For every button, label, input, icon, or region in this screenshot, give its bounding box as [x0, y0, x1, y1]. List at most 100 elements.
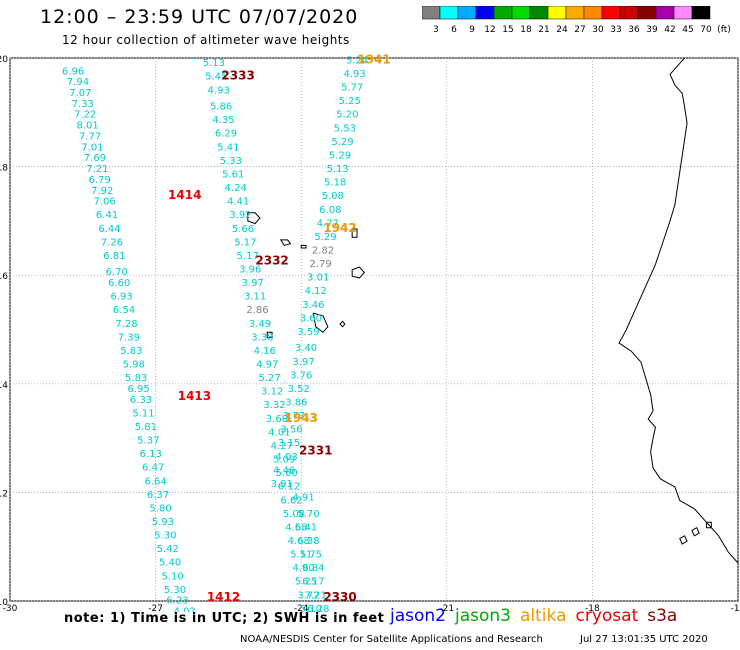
map-title: 12:00 – 23:59 UTC 07/07/2020 — [40, 6, 359, 28]
swh-value: 6.64 — [144, 476, 166, 487]
swh-value: 7.26 — [101, 237, 123, 248]
latitude-tick-label: 20 — [0, 55, 8, 65]
swh-value: 4.27 — [271, 441, 293, 452]
legend-entry-s3a: s3a — [647, 606, 678, 626]
orbit-number: 1943 — [284, 411, 317, 425]
swh-colorbar: 3 6 9 12 15 18 21 24 27 30 33 36 39 42 45 70 (ft) — [422, 6, 731, 35]
swh-value: 7.07 — [69, 88, 91, 99]
island-outline — [339, 320, 346, 328]
swh-value: 5.11 — [290, 550, 312, 561]
swh-value: 3.11 — [244, 292, 266, 303]
swh-value: 6.13 — [140, 449, 162, 460]
swh-value: 6.12 — [278, 482, 300, 493]
swh-value: 4.77 — [317, 218, 339, 229]
swh-value: 6.23 — [166, 596, 188, 607]
swh-value: 3.60 — [300, 313, 322, 324]
wave-height-map: 101214161820-30-27-24-21-18-156.967.947.… — [0, 52, 740, 612]
swh-value: 3.38 — [251, 332, 273, 343]
swh-value: 3.91 — [271, 479, 293, 490]
swh-value: 4.41 — [227, 197, 249, 208]
swh-value: 3.97 — [292, 357, 314, 368]
colorbar-label: 24 — [556, 25, 568, 35]
colorbar-label: 39 — [646, 25, 658, 35]
swh-value: 3.32 — [263, 400, 285, 411]
swh-value: 5.08 — [322, 191, 344, 202]
swh-value: 3.40 — [295, 343, 317, 354]
swh-value: 4.93 — [343, 69, 365, 80]
swh-value: 4.68 — [285, 522, 307, 533]
swh-value: 6.41 — [96, 210, 118, 221]
swh-value: 5.37 — [137, 436, 159, 447]
island-outline — [679, 535, 688, 545]
longitude-tick-label: -18 — [585, 604, 600, 612]
colorbar-label: 6 — [451, 25, 457, 35]
orbit-number: 2332 — [255, 253, 288, 267]
legend-entry-jason3: jason3 — [455, 606, 511, 626]
swh-value: 6.62 — [280, 495, 302, 506]
swh-value: 4.91 — [292, 493, 314, 504]
swh-value: 5.93 — [152, 517, 174, 528]
swh-value: 5.17 — [234, 237, 256, 248]
swh-value: 6.38 — [297, 536, 319, 547]
longitude-tick-label: -15 — [731, 604, 740, 612]
swh-value: 3.59 — [297, 327, 319, 338]
colorbar-label: 42 — [664, 25, 675, 35]
swh-value: 2.82 — [312, 245, 334, 256]
island-outline — [247, 212, 261, 225]
island-outline — [691, 526, 700, 537]
colorbar-label: 21 — [538, 25, 549, 35]
swh-value: 6.29 — [215, 129, 237, 140]
swh-value: 7.94 — [67, 77, 89, 88]
colorbar-label: 15 — [502, 25, 513, 35]
orbit-number: 1942 — [323, 221, 356, 235]
swh-value: 4.02 — [174, 607, 196, 612]
swh-value: 3.52 — [288, 384, 310, 395]
swh-value: 5.29 — [329, 150, 351, 161]
swh-value: 3.92 — [229, 210, 251, 221]
latitude-tick-label: 16 — [0, 272, 8, 282]
swh-value: 5.60 — [276, 468, 298, 479]
swh-value: 5.98 — [123, 360, 145, 371]
swh-value: 5.40 — [159, 558, 181, 569]
longitude-tick-label: -24 — [294, 604, 309, 612]
swh-value: 5.13 — [326, 164, 348, 175]
swh-value: 5.70 — [297, 509, 319, 520]
swh-value: 7.21 — [305, 590, 327, 601]
swh-value: 5.61 — [222, 169, 244, 180]
swh-value: 6.96 — [62, 66, 84, 77]
colorbar-label: 33 — [610, 25, 621, 35]
orbit-number: 1941 — [357, 52, 390, 66]
swh-value: 3.60 — [266, 414, 288, 425]
swh-value: 4.16 — [254, 346, 276, 357]
swh-value: 6.33 — [130, 395, 152, 406]
legend-entry-altika: altika — [520, 606, 567, 626]
swh-value: 5.66 — [232, 224, 254, 235]
colorbar-label: 45 — [682, 25, 693, 35]
swh-value: 6.44 — [98, 224, 120, 235]
latitude-tick-label: 10 — [0, 598, 8, 608]
swh-value: 3.96 — [239, 264, 261, 275]
orbit-number: 1412 — [207, 590, 240, 604]
swh-value: 6.95 — [127, 384, 149, 395]
swh-value: 2.86 — [246, 305, 268, 316]
swh-value: 5.42 — [157, 544, 179, 555]
swh-value: 8.01 — [77, 121, 99, 132]
latitude-tick-label: 14 — [0, 381, 8, 391]
timestamp-text: Jul 27 13:01:35 UTC 2020 — [580, 634, 708, 645]
swh-value: 7.01 — [81, 142, 103, 153]
swh-value: 5.86 — [210, 102, 232, 113]
swh-value: 5.77 — [341, 83, 363, 94]
swh-value: 5.33 — [220, 156, 242, 167]
swh-value: 3.97 — [242, 278, 264, 289]
swh-value: 5.80 — [149, 503, 171, 514]
swh-value: 5.27 — [259, 373, 281, 384]
swh-value: 6.54 — [113, 305, 135, 316]
orbit-number: 2333 — [221, 69, 254, 83]
swh-value: 5.10 — [300, 604, 322, 612]
swh-value: 5.24 — [346, 55, 368, 66]
colorbar-label: 3 — [433, 25, 439, 35]
swh-value: 4.01 — [268, 427, 290, 438]
swh-value: 4.03 — [276, 452, 298, 463]
swh-value: 6.17 — [302, 577, 324, 588]
swh-value: 5.83 — [125, 373, 147, 384]
